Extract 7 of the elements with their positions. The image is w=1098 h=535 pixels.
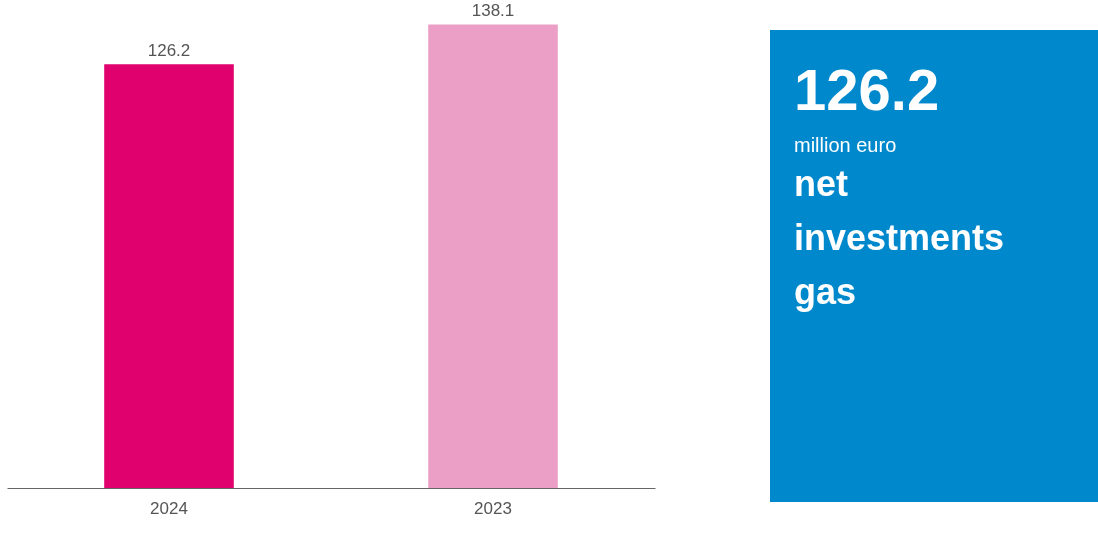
data-label: 126.2 bbox=[147, 41, 191, 61]
text: net investments gas bbox=[794, 161, 1006, 314]
x-tick-label: 2024 bbox=[150, 498, 188, 518]
x-tick-label: 2023 bbox=[474, 498, 512, 518]
text: 126.2 bbox=[794, 57, 941, 122]
text: million euro bbox=[794, 133, 898, 157]
data-label: 138.1 bbox=[471, 1, 515, 21]
